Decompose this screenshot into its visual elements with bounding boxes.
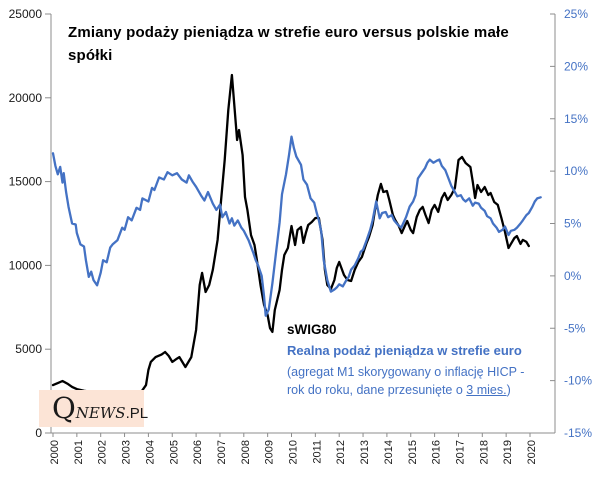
- right-axis-tick-label: -10%: [564, 374, 592, 388]
- x-axis-tick-label: 2013: [359, 440, 371, 464]
- x-axis-tick-label: 2001: [73, 440, 85, 464]
- x-axis-tick-label: 2020: [526, 440, 538, 464]
- x-axis-tick-label: 2003: [121, 440, 133, 464]
- left-axis-tick-label: 10000: [9, 258, 43, 272]
- right-axis-tick-label: 20%: [564, 59, 588, 73]
- x-axis-tick-label: 2002: [97, 440, 109, 464]
- m1-note-underlined-text: 3 mies.: [466, 383, 507, 397]
- qnews-logo-pl: .PL: [125, 405, 149, 422]
- right-axis-tick-label: 0%: [564, 269, 582, 283]
- left-axis-tick-label: 15000: [9, 175, 43, 189]
- m1-series-label: Realna podaż pieniądza w strefie euro: [287, 343, 522, 358]
- x-axis-tick-label: 2017: [454, 440, 466, 464]
- x-axis-tick-label: 2007: [216, 440, 228, 464]
- x-axis-tick-label: 2000: [49, 440, 61, 464]
- x-axis-tick-label: 2012: [335, 440, 347, 464]
- x-axis-tick-label: 2016: [431, 440, 443, 464]
- x-axis-tick-label: 2019: [502, 440, 514, 464]
- chart-title: Zmiany podaży pieniądza w strefie euro v…: [68, 24, 509, 65]
- left-axis-tick-label: 25000: [9, 7, 43, 21]
- qnews-logo-news: NEWS: [75, 404, 126, 422]
- x-axis-tick-label: 2009: [264, 440, 276, 464]
- right-axis-tick-label: 15%: [564, 112, 588, 126]
- right-axis-tick-label: 25%: [564, 7, 588, 21]
- left-axis-tick-label: 5000: [15, 342, 42, 356]
- x-axis-tick-label: 2008: [240, 440, 252, 464]
- series-line-realna-poda-pieni-dza-w-strefie-euro: [51, 135, 542, 317]
- swig80-series-label: sWIG80: [287, 322, 337, 337]
- x-axis-tick-label: 2018: [478, 440, 490, 464]
- right-axis-tick-label: 10%: [564, 164, 588, 178]
- left-axis-tick-label: 20000: [9, 91, 43, 105]
- series-annotation: sWIG80 Realna podaż pieniądza w strefie …: [287, 322, 557, 399]
- x-axis-tick-label: 2014: [383, 440, 395, 464]
- x-axis-tick-label: 2005: [168, 440, 180, 464]
- x-axis-tick-label: 2015: [407, 440, 419, 464]
- x-axis-tick-label: 2011: [311, 440, 323, 464]
- qnews-logo: QNEWS.PL: [39, 390, 148, 427]
- right-axis-tick-label: -15%: [564, 426, 592, 440]
- x-axis-tick-label: 2004: [144, 440, 156, 464]
- m1-note-line2-text: rok do roku, dane przesunięte o: [287, 383, 467, 397]
- left-axis-tick-label: 0: [35, 426, 42, 440]
- m1-note-line1: (agregat M1 skorygowany o inflację HICP …: [287, 365, 525, 379]
- right-axis-tick-label: 5%: [564, 217, 582, 231]
- qnews-logo-q: Q: [52, 391, 76, 425]
- m1-note-line2: rok do roku, dane przesunięte o 3 mies.): [287, 381, 557, 399]
- right-axis-tick-label: -5%: [564, 321, 586, 335]
- m1-note-close-paren: ): [506, 383, 511, 397]
- x-axis-tick-label: 2010: [288, 440, 300, 464]
- x-axis-tick-label: 2006: [192, 440, 204, 464]
